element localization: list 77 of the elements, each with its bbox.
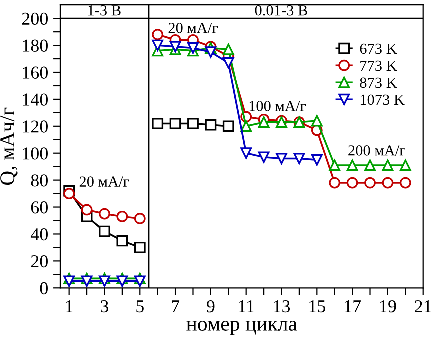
- point: [188, 42, 199, 54]
- point: [170, 118, 182, 130]
- x-tick-label: 11: [239, 300, 254, 312]
- x-tick-label: 7: [172, 300, 180, 312]
- point: [276, 153, 288, 164]
- point: [311, 115, 323, 127]
- y-tick-label: 60: [31, 202, 48, 214]
- x-axis-title: номер цикла: [186, 320, 298, 336]
- point: [81, 204, 93, 216]
- x-tick-label: 19: [380, 300, 396, 313]
- point: [222, 44, 234, 56]
- point: [99, 208, 110, 220]
- point: [329, 177, 341, 189]
- point: [364, 177, 376, 189]
- y-tick-label: 20: [31, 255, 48, 268]
- point: [116, 235, 128, 247]
- x-tick-label: 21: [415, 300, 432, 312]
- y-axis-title: Q, мАч/г: [0, 108, 18, 186]
- point: [346, 177, 358, 189]
- annotation: 20 мА/г: [80, 176, 130, 187]
- y-tick-label: 140: [23, 94, 48, 106]
- annotation: 20 мА/г: [168, 22, 218, 34]
- point: [258, 116, 270, 128]
- point: [294, 153, 306, 164]
- point: [99, 226, 110, 238]
- y-tick-label: 0: [40, 282, 48, 295]
- legend-label: 873 K: [360, 78, 398, 88]
- point: [329, 160, 341, 172]
- y-tick-label: 180: [23, 40, 48, 52]
- annotation: 200 мА/г: [348, 146, 406, 156]
- y-tick-label: 120: [23, 120, 48, 133]
- point: [205, 46, 217, 58]
- y-tick-label: 40: [30, 228, 48, 241]
- y-tick-label: 100: [23, 148, 48, 160]
- point: [400, 160, 412, 172]
- point: [222, 120, 234, 132]
- point: [240, 120, 252, 132]
- point: [222, 57, 234, 69]
- annotation: 1-3 В: [88, 5, 121, 16]
- point: [64, 188, 76, 200]
- point: [364, 160, 376, 172]
- y-tick-label: 200: [22, 12, 48, 26]
- legend-label: 673 K: [360, 44, 398, 54]
- point: [240, 148, 252, 160]
- point: [152, 118, 164, 130]
- legend-label: 1073 K: [360, 94, 405, 106]
- point: [64, 276, 76, 288]
- annotation: 0.01-3 В: [255, 5, 308, 16]
- point: [188, 118, 199, 130]
- x-tick-label: 5: [136, 300, 144, 313]
- legend-label: 773 K: [360, 60, 398, 72]
- x-tick-label: 13: [274, 300, 290, 313]
- point: [311, 154, 323, 166]
- point: [116, 276, 128, 288]
- point: [134, 242, 146, 254]
- point: [99, 276, 110, 288]
- point: [134, 276, 146, 288]
- point: [81, 276, 93, 288]
- point: [382, 177, 394, 189]
- point: [382, 160, 394, 172]
- point: [134, 213, 146, 224]
- point: [258, 152, 270, 164]
- x-tick-label: 9: [207, 300, 215, 313]
- point: [170, 41, 182, 53]
- annotation: 100 мА/г: [250, 101, 306, 112]
- point: [205, 119, 217, 131]
- x-tick-label: 3: [101, 300, 109, 313]
- point: [116, 211, 128, 222]
- x-tick-label: 1: [66, 300, 73, 312]
- x-tick-label: 15: [310, 300, 326, 313]
- y-tick-label: 80: [31, 174, 48, 187]
- point: [346, 160, 358, 172]
- y-tick-label: 160: [23, 66, 48, 79]
- point: [152, 29, 164, 40]
- x-tick-label: 17: [345, 300, 362, 312]
- point: [400, 177, 412, 189]
- point: [152, 40, 164, 52]
